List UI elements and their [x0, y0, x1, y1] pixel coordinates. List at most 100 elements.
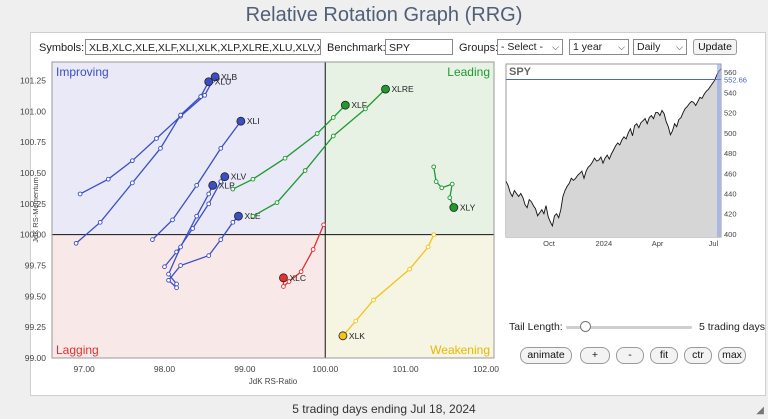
y-tick-label: 100.25: [20, 199, 46, 209]
head-point-xlre: [381, 84, 390, 94]
resize-handle-icon[interactable]: ◢: [756, 405, 764, 416]
y-axis-title: JdK RS-Momentum: [31, 177, 40, 242]
tail-point-xlu: [97, 219, 103, 225]
tail-point-xlk: [431, 232, 437, 238]
tail-point-xlv: [206, 201, 212, 207]
series-label-xli: XLI: [247, 116, 260, 126]
tail-point-xlre: [363, 106, 368, 112]
footer-caption: 5 trading days ending Jul 18, 2024: [292, 402, 476, 416]
series-label-xlv: XLV: [231, 172, 247, 182]
center-button[interactable]: ctr: [684, 347, 712, 364]
tail-point-xly: [431, 164, 437, 170]
series-label-xlf: XLF: [351, 100, 367, 110]
tail-point-xly: [439, 185, 445, 191]
x-tick-label: 101.00: [393, 364, 419, 374]
tail-point-xlc: [321, 222, 326, 228]
y-tick-label: 100.00: [20, 230, 46, 240]
head-point-xlp: [208, 180, 218, 190]
fit-button[interactable]: fit: [650, 347, 678, 364]
tail-point-xlv: [218, 179, 224, 184]
tail-point-xlc: [286, 279, 292, 284]
groups-select[interactable]: - Select - ⌵: [497, 39, 563, 55]
series-label-xly: XLY: [460, 203, 476, 213]
tail-point-xli: [218, 145, 224, 151]
tail-point-xlre: [274, 200, 280, 205]
tail-line-xlre: [252, 88, 386, 217]
y-tick-label: 101.25: [20, 76, 46, 86]
quadrant-improving: [52, 62, 326, 235]
x-tick-label: 102.00: [473, 364, 499, 374]
tail-point-xle: [166, 277, 171, 283]
tail-point-xlb: [154, 136, 159, 141]
x-tick-label: 99.00: [234, 364, 256, 374]
tail-point-xlp: [206, 191, 212, 197]
tail-length-slider[interactable]: [566, 321, 692, 332]
tail-point-xlu: [178, 112, 183, 118]
page-title: Relative Rotation Graph (RRG): [245, 4, 523, 26]
spy-x-tick-label: Oct: [543, 239, 556, 248]
animate-button[interactable]: animate: [520, 347, 572, 364]
tail-point-xlc: [298, 269, 304, 275]
tail-point-xli: [194, 182, 200, 188]
benchmark-label: Benchmark:: [327, 42, 386, 54]
tail-point-xle: [174, 285, 179, 291]
slider-track: [566, 326, 692, 329]
spy-price-area: [506, 69, 721, 237]
benchmark-input[interactable]: SPY: [385, 39, 453, 55]
groups-select-value: - Select -: [501, 41, 544, 53]
groups-label: Groups:: [459, 42, 499, 54]
spy-y-tick-label: 400: [724, 230, 737, 239]
x-tick-label: 100.00: [312, 364, 338, 374]
tail-point-xlp: [166, 271, 171, 277]
update-button[interactable]: Update: [693, 39, 737, 55]
spy-y-tick-label: 540: [724, 88, 737, 97]
tail-point-xlb: [130, 158, 135, 164]
period-select[interactable]: 1 year ⌵: [569, 39, 629, 55]
spy-y-tick-label: 520: [724, 109, 737, 118]
tail-point-xle: [230, 219, 236, 225]
tail-point-xlu: [73, 240, 79, 246]
tail-point-xlk: [353, 318, 359, 324]
spy-x-tick-label: 2024: [595, 239, 612, 248]
tail-point-xlb: [202, 92, 208, 98]
zoom-out-button[interactable]: -: [616, 347, 644, 364]
tail-point-xli: [170, 217, 175, 223]
frequency-select-value: Daily: [637, 41, 661, 53]
spy-price-line: [505, 68, 722, 228]
y-tick-label: 100.75: [20, 137, 46, 147]
x-tick-label: 97.00: [74, 364, 96, 374]
tail-line-xlf: [232, 104, 346, 190]
max-button[interactable]: max: [718, 347, 746, 364]
tail-point-xlre: [330, 133, 336, 139]
tail-point-xlp: [194, 213, 200, 219]
tail-point-xle: [206, 253, 212, 258]
spy-chart-label: SPY: [509, 66, 532, 78]
quadrant-label-lagging: Lagging: [56, 343, 99, 357]
tail-point-xlv: [162, 264, 167, 270]
quadrant-label-leading: Leading: [447, 65, 490, 79]
spy-last-value-label: 552.66: [724, 76, 747, 85]
tail-point-xle: [178, 263, 183, 268]
spy-x-tick-label: Apr: [652, 239, 664, 248]
tail-point-xlk: [425, 244, 431, 250]
tail-point-xly: [447, 195, 453, 201]
y-tick-label: 101.00: [20, 106, 46, 116]
tail-point-xlre: [302, 168, 308, 173]
series-label-xlk: XLK: [349, 331, 365, 341]
tail-point-xlf: [314, 131, 320, 136]
zoom-in-button[interactable]: +: [580, 347, 610, 364]
spy-x-tick-label: Jul: [709, 239, 719, 248]
tail-point-xlc: [310, 247, 316, 252]
quadrant-lagging: [52, 234, 326, 358]
symbols-input[interactable]: XLB,XLC,XLE,XLF,XLI,XLK,XLP,XLRE,XLU,XLV…: [85, 39, 321, 55]
tail-point-xli: [150, 237, 155, 242]
tail-point-xlu: [158, 145, 163, 151]
quadrant-label-weakening: Weakening: [430, 343, 490, 357]
frequency-select[interactable]: Daily ⌵: [633, 39, 687, 55]
slider-handle[interactable]: [579, 321, 591, 332]
period-select-value: 1 year: [573, 41, 603, 53]
tail-point-xlc: [281, 284, 286, 289]
tail-point-xlu: [130, 180, 135, 186]
plot-frame: [51, 61, 495, 359]
series-label-xlp: XLP: [219, 180, 235, 190]
